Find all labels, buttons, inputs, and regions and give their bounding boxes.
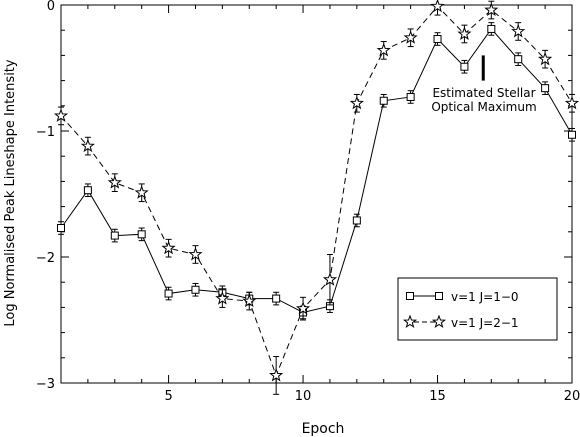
square-marker [514,55,523,64]
star-marker [53,108,69,122]
square-marker [110,231,119,240]
plot-border [60,4,573,384]
square-marker [57,224,65,233]
square-marker [164,289,173,298]
series-layer [53,0,580,395]
square-marker [352,216,361,225]
star-marker [161,240,176,255]
y-tick-label: −1 [36,125,55,140]
star-marker [80,138,95,153]
y-tick-label: 0 [47,0,55,14]
series-line [60,28,573,313]
star-marker [538,51,553,66]
star-marker [431,314,447,329]
plot-frame [60,4,573,384]
series-1 [57,22,576,320]
star-marker [403,30,418,44]
annotation-line: Estimated Stellar [432,86,535,100]
star-marker [188,247,203,261]
square-marker [406,92,415,101]
x-tick-label: 10 [295,389,312,404]
y-tick-label: −2 [36,251,55,266]
x-tick-label: 5 [164,389,172,404]
legend-label: v=1 J=1−0 [451,290,519,304]
annotation-line: Optical Maximum [431,100,536,114]
square-marker [433,35,442,44]
star-marker [564,95,580,110]
star-marker [134,185,149,199]
legend-label: v=1 J=2−1 [451,316,519,330]
square-marker [541,84,550,93]
x-tick-label: 15 [429,389,446,404]
square-marker [191,285,200,294]
series-line [60,5,573,377]
square-marker [379,96,388,105]
star-marker [376,42,391,57]
legend-item-1: v=1 J=1−0 [406,290,519,304]
x-tick-label: 20 [564,389,580,404]
legend: v=1 J=1−0 v=1 J=2−1 [397,277,558,341]
series-2 [53,0,580,395]
star-marker [402,314,418,329]
star-marker [295,301,311,315]
square-marker [406,292,414,300]
legend-item-2: v=1 J=2−1 [402,314,519,330]
y-axis-label: Log Normalised Peak Lineshape Intensity [3,59,18,326]
star-marker [484,2,499,17]
square-marker [487,24,496,33]
square-marker [272,294,281,303]
square-marker [435,292,443,300]
star-marker [322,272,338,286]
star-marker [430,0,445,13]
star-marker [457,26,472,40]
square-marker [83,186,92,195]
star-marker [215,291,230,305]
star-marker [511,24,526,38]
legend-box [397,277,558,341]
star-marker [107,175,122,189]
square-marker [460,62,469,71]
star-marker [242,293,257,308]
square-marker [137,230,146,239]
tick-labels: 5 10 15 20 0 −1 −2 −3 [36,0,580,404]
star-marker [349,95,364,110]
star-marker [269,367,284,382]
y-tick-label: −3 [36,377,55,392]
x-axis-label: Epoch [302,421,345,437]
square-marker [568,130,576,139]
